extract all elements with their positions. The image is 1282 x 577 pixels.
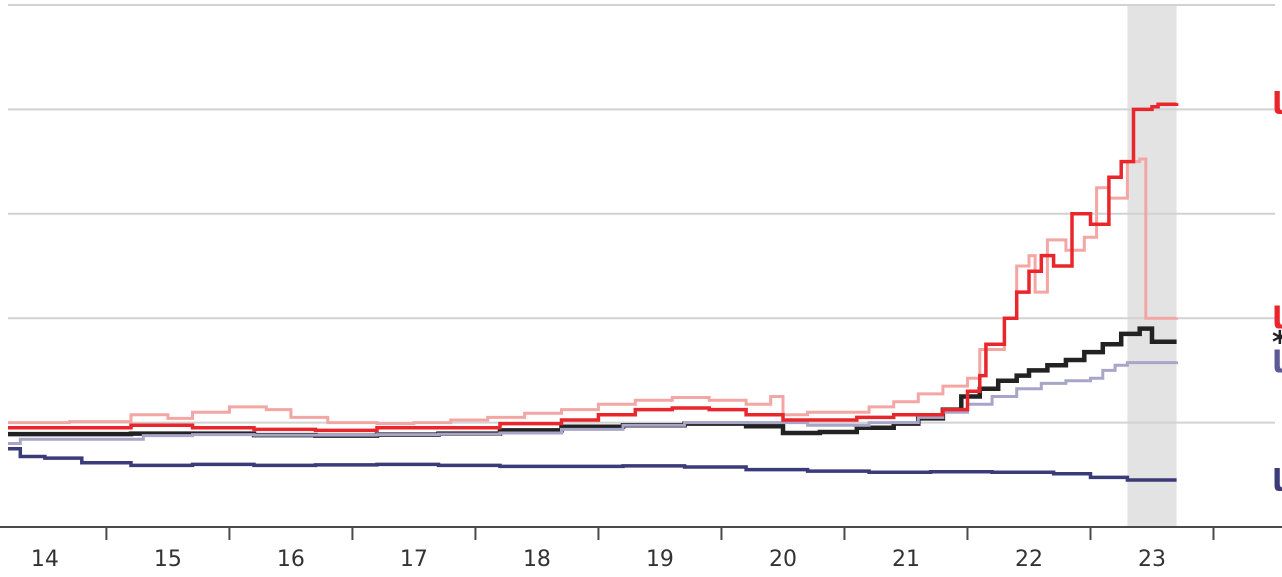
- series-line: [8, 446, 1177, 482]
- x-tick-label: 16: [277, 547, 305, 572]
- x-tick-label: 15: [154, 547, 182, 572]
- x-tick-label: 22: [1015, 547, 1043, 572]
- x-tick-label: 19: [646, 547, 674, 572]
- x-tick-label: 20: [769, 547, 797, 572]
- series-line: [8, 102, 1179, 433]
- x-tick-label: 18: [523, 547, 551, 572]
- gridlines: [8, 4, 1275, 424]
- x-tick-label: 17: [400, 547, 428, 572]
- series-line: [8, 157, 1179, 426]
- series-lines: [8, 102, 1179, 482]
- series-label: إيطاليا: [1272, 87, 1282, 122]
- x-tick-labels: 14 15 16 17 18 19 20 21 22 23: [31, 547, 1166, 572]
- x-tick-label: 21: [892, 547, 920, 572]
- series-label: فرنسا: [1272, 346, 1282, 381]
- x-tick-label: 14: [31, 547, 59, 572]
- series-line: [8, 361, 1179, 445]
- x-axis: [0, 526, 1282, 540]
- series-labels: بريطانياأوروبا*فرنسا إيطاليا هنغاريا: [1272, 87, 1282, 499]
- shaded-span: [1127, 5, 1177, 527]
- shaded-period: [1127, 5, 1177, 527]
- x-tick-label: 23: [1138, 547, 1166, 572]
- series-label: أوروبا*: [1272, 323, 1282, 361]
- series-label: بريطانيا: [1272, 302, 1282, 337]
- series-label: هنغاريا: [1272, 464, 1282, 499]
